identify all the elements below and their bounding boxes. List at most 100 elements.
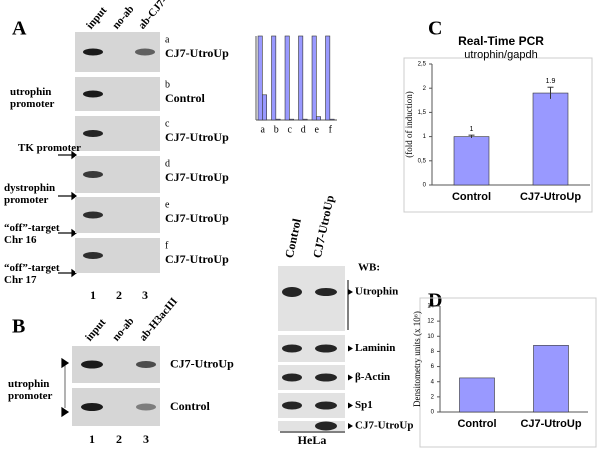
bar <box>302 118 308 121</box>
bar <box>316 116 321 121</box>
gel-band <box>135 48 155 56</box>
y-tick-label: 8 <box>431 349 435 355</box>
band-label: Utrophin <box>355 286 398 298</box>
row-name: CJ7-UtroUp <box>170 356 234 370</box>
label-pointer <box>348 374 353 381</box>
label-pointer <box>348 402 353 409</box>
gel-band <box>81 360 103 369</box>
gel-band <box>83 211 103 219</box>
y-tick-label: 14 <box>427 304 434 310</box>
y-tick-label: 2 <box>431 394 435 400</box>
row-label: TK promoter <box>18 142 82 154</box>
y-tick-label: 1 <box>423 134 427 140</box>
bar <box>329 118 335 121</box>
cell-line: HeLa <box>298 433 327 447</box>
chart-subtitle: utrophin/gapdh <box>464 49 537 61</box>
x-tick-label: b <box>274 124 279 135</box>
x-tick-label: d <box>301 124 306 135</box>
gel-band <box>315 373 337 382</box>
lane-label: input <box>83 316 109 343</box>
row-letter: b <box>165 79 170 90</box>
row-label: utrophin promoter <box>10 86 55 110</box>
x-tick-label: CJ7-UtroUp <box>520 418 581 430</box>
row-name: Control <box>170 399 210 413</box>
bar <box>325 35 331 121</box>
panel-label: C <box>428 18 442 40</box>
blot-header: WB: <box>358 262 380 274</box>
bar <box>271 35 277 121</box>
lane-label: ab-H3acIII <box>137 296 180 344</box>
gel-band <box>282 344 302 353</box>
bar <box>459 377 495 413</box>
value-label: 1 <box>470 126 474 133</box>
bar <box>298 35 304 121</box>
x-tick-label: Control <box>452 191 491 203</box>
panel-label: B <box>12 316 25 338</box>
chart-frame <box>403 57 593 213</box>
panel-label: A <box>12 18 27 40</box>
lane-label: ab-CJ7-UtroUp <box>136 0 193 32</box>
bar <box>275 118 281 121</box>
bar <box>257 35 263 121</box>
blot-panel <box>278 266 345 331</box>
y-axis-label: Densitometry units (x 10⁶) <box>412 311 422 407</box>
y-tick-label: 4 <box>431 379 435 385</box>
gel-band <box>136 361 156 368</box>
row-name: Control <box>165 91 205 105</box>
x-tick-label: c <box>288 124 293 135</box>
gel-band <box>83 90 103 98</box>
y-tick-label: 1,5 <box>418 110 427 116</box>
y-tick-label: 6 <box>431 364 435 370</box>
gel-band <box>81 403 103 411</box>
y-tick-label: 0,5 <box>418 158 427 164</box>
row-label: “off”-target Chr 17 <box>4 262 60 286</box>
x-tick-label: a <box>261 124 266 135</box>
row-letter: f <box>165 240 169 251</box>
band-label: CJ7-UtroUp <box>355 420 413 432</box>
row-letter: a <box>165 34 170 45</box>
lane-number: 1 <box>90 288 96 302</box>
lane-label: no-ab <box>110 315 136 343</box>
lane-label: Control <box>282 217 304 259</box>
bar <box>533 345 569 413</box>
lane-number: 1 <box>89 432 95 446</box>
gel-band <box>136 403 156 411</box>
label-pointer <box>348 423 353 429</box>
x-tick-label: Control <box>457 418 496 430</box>
gel-band <box>83 171 103 178</box>
y-tick-label: 2 <box>423 86 427 92</box>
chart-frame <box>419 297 597 448</box>
gel-band <box>315 421 337 431</box>
y-tick-label: 12 <box>427 319 434 325</box>
lane-label: input <box>84 4 110 31</box>
row-letter: d <box>165 158 170 169</box>
row-letter: c <box>165 118 170 129</box>
bar <box>262 94 267 121</box>
lane-label: no-ab <box>110 3 136 31</box>
value-label: 1.9 <box>546 78 556 85</box>
x-tick-label: CJ7-UtroUp <box>520 191 581 203</box>
bar <box>289 118 294 121</box>
lane-label: CJ7-UtroUp <box>310 194 337 260</box>
y-axis-label: (fold of induction) <box>404 91 414 158</box>
bar <box>453 136 490 186</box>
row-name: CJ7-UtroUp <box>165 170 229 184</box>
arrows <box>58 150 349 433</box>
row-name: CJ7-UtroUp <box>165 130 229 144</box>
gel-band <box>83 252 103 259</box>
gel-band <box>315 344 337 353</box>
band-label: Sp1 <box>355 399 373 411</box>
chart-title: Real-Time PCR <box>458 34 544 48</box>
x-tick-label: e <box>315 124 320 135</box>
gel-band <box>83 48 103 56</box>
lane-number: 3 <box>142 288 148 302</box>
y-tick-label: 0 <box>423 183 427 189</box>
row-name: CJ7-UtroUp <box>165 46 229 60</box>
gel-band <box>282 287 302 297</box>
band-label: β-Actin <box>355 371 390 383</box>
y-tick-label: 10 <box>427 334 434 340</box>
lane-number: 3 <box>143 432 149 446</box>
row-letter: e <box>165 199 170 210</box>
band-label: Laminin <box>355 342 395 354</box>
